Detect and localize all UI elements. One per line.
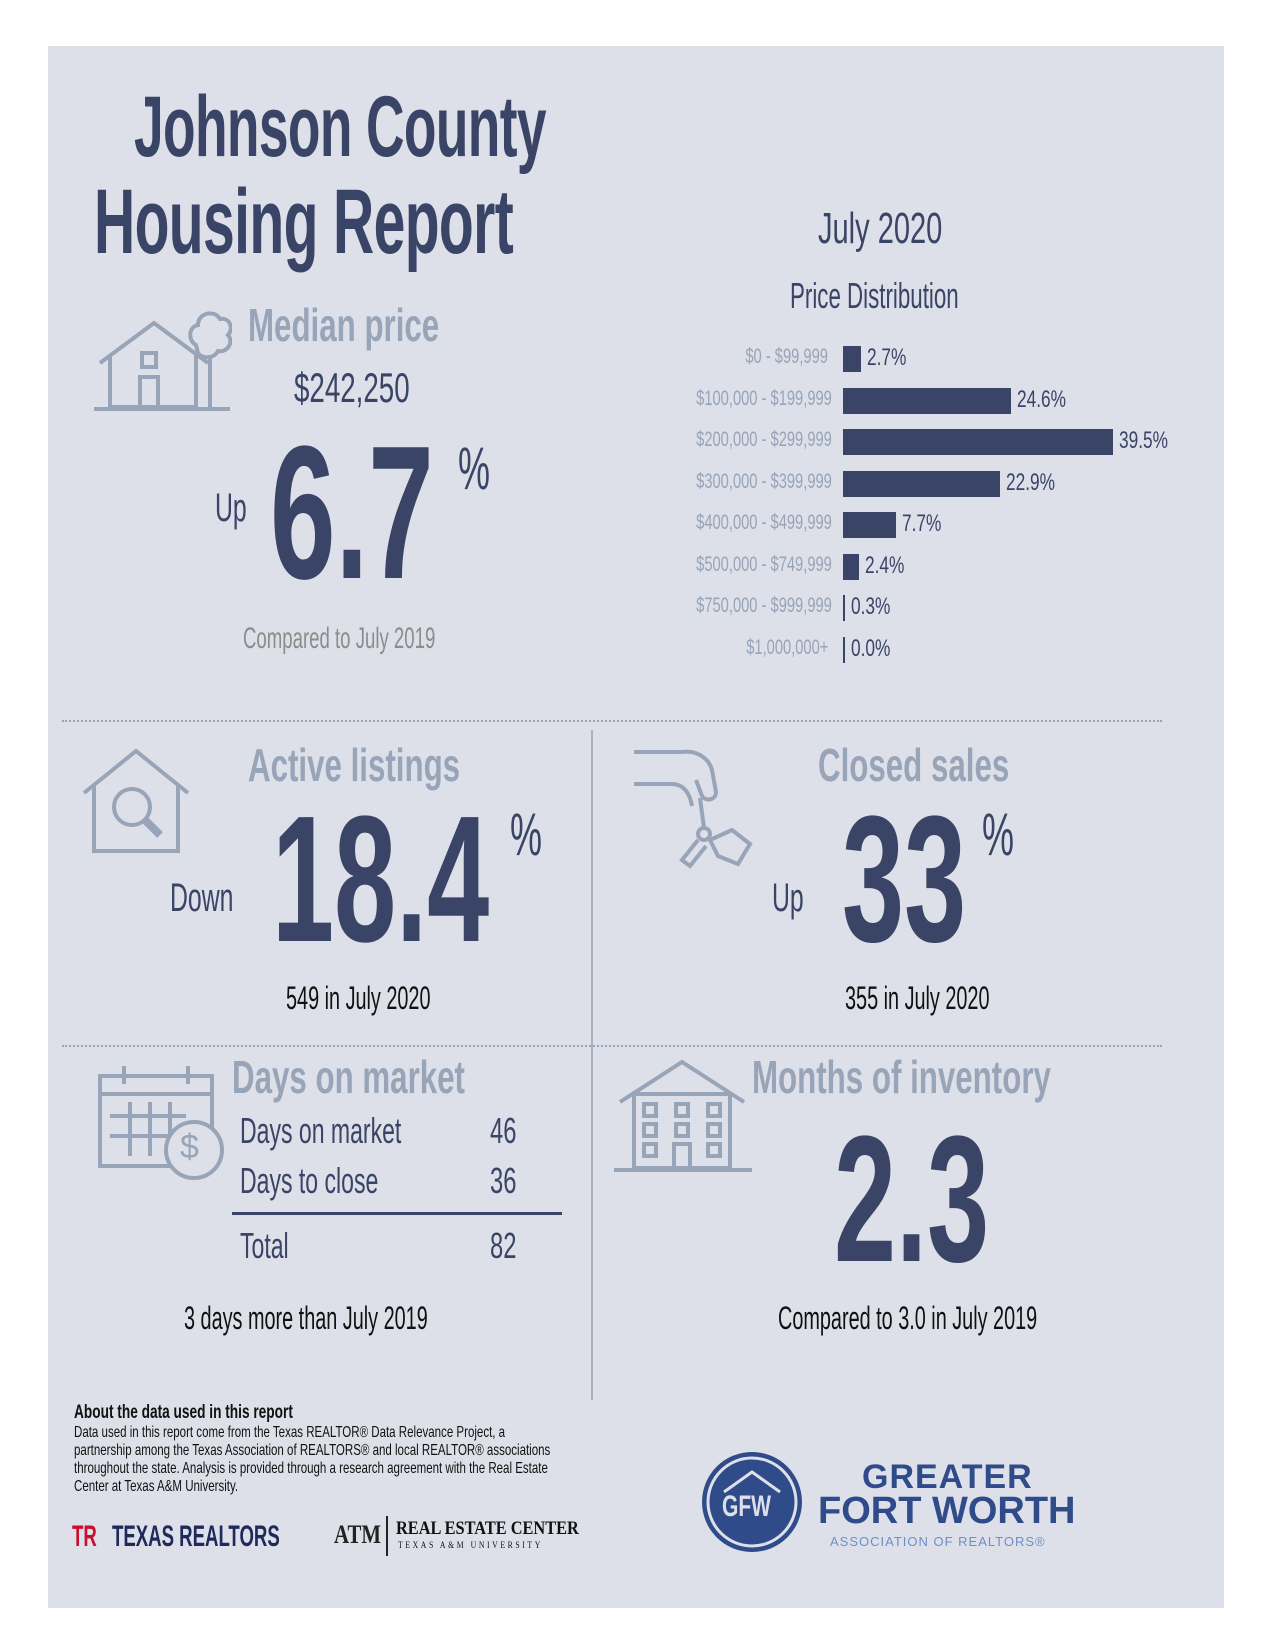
days-on-market-detail: 3 days more than July 2019 <box>184 1300 428 1336</box>
dom-row-label: Days to close <box>240 1160 379 1201</box>
house-magnifier-icon <box>80 745 192 857</box>
section-divider <box>62 720 1162 722</box>
atm-logo: ATM <box>334 1520 381 1549</box>
gfw-line1: GREATER <box>862 1458 1033 1496</box>
closed-sales-direction: Up <box>772 876 804 920</box>
active-listings-direction: Down <box>170 876 234 920</box>
price-bin-label: $0 - $99,999 <box>745 345 828 368</box>
report-title-line2: Housing Report <box>94 171 514 273</box>
gfw-line2: FORT WORTH <box>818 1490 1076 1532</box>
median-price-value: $242,250 <box>294 364 410 411</box>
report-period: July 2020 <box>818 204 943 253</box>
about-title: About the data used in this report <box>74 1402 293 1423</box>
price-bar-value: 22.9% <box>1005 468 1055 496</box>
price-bar <box>843 429 1113 455</box>
closed-sales-change: 33 <box>842 779 967 980</box>
active-listings-detail: 549 in July 2020 <box>286 980 431 1016</box>
price-bar-value: 24.6% <box>1017 385 1067 413</box>
dom-total-label: Total <box>240 1225 289 1266</box>
texas-realtors-logo: TR TEXAS REALTORS <box>72 1520 281 1553</box>
price-bar-value: 39.5% <box>1119 427 1169 454</box>
price-bar-value: 2.4% <box>865 551 905 579</box>
apartment-building-icon <box>614 1058 754 1176</box>
active-listings-change: 18.4 <box>272 779 490 980</box>
price-bar <box>843 387 1012 414</box>
price-bin-label: $300,000 - $399,999 <box>696 469 832 493</box>
dom-row-value: 36 <box>489 1160 517 1201</box>
months-inventory-value: 2.3 <box>834 1099 990 1300</box>
real-estate-center-logo: REAL ESTATE CENTER <box>396 1518 579 1539</box>
price-bar <box>843 636 845 663</box>
price-bar-value: 2.7% <box>867 344 907 371</box>
price-bar-value: 0.0% <box>851 634 891 662</box>
days-on-market-label: Days on market <box>232 1051 465 1103</box>
price-bin-label: $500,000 - $749,999 <box>696 552 832 576</box>
hand-keys-icon <box>632 748 762 878</box>
report-panel <box>48 46 1224 1608</box>
dom-row-total: Total 82 <box>240 1225 560 1267</box>
closed-sales-detail: 355 in July 2020 <box>845 980 990 1016</box>
price-bin-label: $200,000 - $299,999 <box>696 428 832 451</box>
about-text: Data used in this report come from the T… <box>74 1424 551 1495</box>
price-bar <box>843 553 860 580</box>
gfw-emblem: GFW <box>700 1450 804 1559</box>
price-bar-value: 7.7% <box>901 510 942 537</box>
price-bar <box>843 346 862 372</box>
median-price-direction: Up <box>215 486 247 530</box>
closed-sales-unit: % <box>982 801 1015 868</box>
gfw-mark: GFW <box>722 1490 771 1523</box>
gfw-line3: ASSOCIATION OF REALTORS® <box>830 1534 1046 1549</box>
dom-total-value: 82 <box>489 1225 517 1266</box>
dom-row-days-to-close: Days to close 36 <box>240 1160 560 1202</box>
median-price-comparison: Compared to July 2019 <box>243 622 436 655</box>
price-bar <box>843 512 896 538</box>
months-inventory-detail: Compared to 3.0 in July 2019 <box>778 1300 1038 1336</box>
house-tree-icon <box>92 305 232 415</box>
median-price-unit: % <box>458 435 491 502</box>
price-bin-label: $100,000 - $199,999 <box>696 386 832 410</box>
real-estate-center-sub: TEXAS A&M UNIVERSITY <box>398 1540 543 1550</box>
closed-sales-label: Closed sales <box>818 739 1010 791</box>
calendar-dollar-icon: $ <box>96 1064 226 1184</box>
median-price-change: 6.7 <box>270 407 434 619</box>
dollar-glyph: $ <box>180 1128 199 1166</box>
median-price-label: Median price <box>248 299 440 351</box>
months-inventory-label: Months of inventory <box>752 1051 1051 1103</box>
price-distribution-title: Price Distribution <box>790 275 959 316</box>
report-title-line1: Johnson County <box>134 79 547 175</box>
dom-row-value: 46 <box>489 1110 517 1151</box>
active-listings-unit: % <box>510 801 543 868</box>
price-bin-label: $400,000 - $499,999 <box>696 511 832 534</box>
price-bar <box>843 595 846 621</box>
logo-divider <box>386 1516 388 1556</box>
column-divider <box>591 730 593 1400</box>
dom-row-label: Days on market <box>240 1110 402 1151</box>
section-divider <box>62 1045 1162 1047</box>
price-bar-value: 0.3% <box>851 593 891 620</box>
price-bin-label: $1,000,000+ <box>745 635 828 659</box>
price-bin-label: $750,000 - $999,999 <box>696 594 832 617</box>
price-bar <box>843 470 1000 497</box>
dom-row-days-on-market: Days on market 46 <box>240 1110 560 1152</box>
active-listings-label: Active listings <box>248 739 461 791</box>
total-rule <box>232 1212 562 1215</box>
